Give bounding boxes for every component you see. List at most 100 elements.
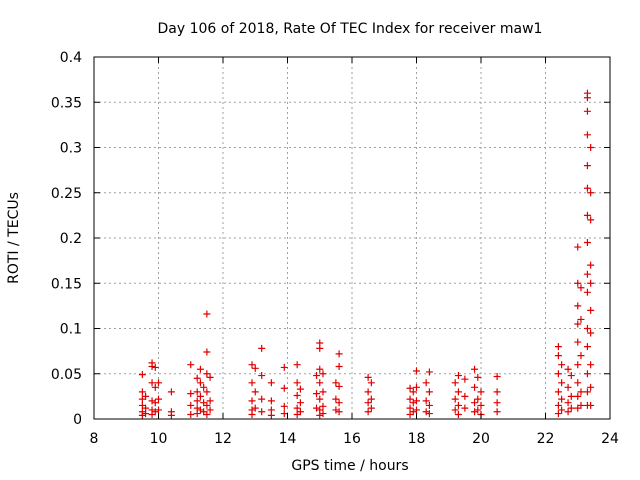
data-point	[155, 406, 162, 414]
data-point	[409, 399, 417, 407]
data-point	[406, 404, 414, 412]
data-point	[335, 408, 343, 416]
data-point	[493, 399, 501, 407]
data-point	[454, 372, 462, 380]
data-point	[251, 388, 259, 396]
data-point	[583, 94, 591, 102]
data-points	[138, 89, 595, 419]
data-point	[138, 388, 146, 396]
data-point	[409, 388, 417, 396]
data-point	[554, 410, 562, 418]
data-point	[206, 406, 214, 414]
data-point	[554, 388, 562, 396]
data-point	[413, 397, 420, 405]
data-point	[248, 410, 256, 418]
x-tick-label: 24	[601, 431, 619, 447]
y-tick-label: 0	[73, 412, 82, 428]
data-point	[280, 363, 288, 371]
data-point	[587, 216, 595, 224]
data-point	[583, 107, 591, 115]
data-point	[258, 372, 266, 380]
data-point	[293, 404, 301, 412]
data-point	[258, 408, 266, 416]
data-point	[296, 408, 304, 416]
data-point	[583, 211, 591, 219]
data-point	[316, 344, 324, 352]
data-point	[203, 410, 211, 418]
data-point	[558, 406, 566, 414]
x-tick-label: 18	[408, 431, 426, 447]
data-point	[583, 343, 591, 351]
data-point	[587, 329, 595, 337]
data-point	[203, 370, 211, 378]
data-point	[477, 388, 485, 396]
y-axis-title: ROTI / TECUs	[6, 192, 22, 284]
data-point	[471, 408, 479, 416]
data-point	[564, 383, 572, 391]
y-tick-label: 0.1	[60, 322, 82, 338]
data-point	[451, 395, 459, 403]
data-point	[422, 397, 430, 405]
data-point	[319, 402, 327, 410]
x-axis-tick-labels: 8 10 12 14 16 18 20 22 24	[90, 431, 619, 447]
data-point	[554, 401, 562, 409]
x-tick-label: 14	[279, 431, 297, 447]
data-point	[167, 411, 175, 419]
data-point	[151, 363, 159, 371]
data-point	[364, 388, 372, 396]
data-point	[587, 401, 595, 409]
data-point	[577, 284, 585, 292]
data-point	[280, 402, 288, 410]
data-point	[142, 392, 150, 400]
data-point	[583, 162, 591, 170]
data-point	[471, 365, 479, 373]
data-point	[583, 388, 591, 396]
data-point	[138, 411, 146, 419]
data-point	[280, 410, 288, 418]
data-point	[587, 144, 595, 151]
data-point	[193, 374, 201, 382]
data-point	[587, 261, 595, 269]
data-point	[280, 384, 288, 392]
data-point	[335, 399, 343, 407]
data-point	[187, 410, 195, 418]
data-point	[187, 361, 195, 369]
data-point	[196, 406, 204, 414]
data-point	[203, 310, 211, 318]
data-point	[583, 239, 591, 247]
data-point	[574, 279, 582, 287]
data-point	[367, 379, 375, 387]
y-tick-label: 0.25	[51, 186, 82, 202]
data-point	[454, 401, 462, 409]
data-point	[587, 279, 595, 287]
data-point	[293, 391, 301, 399]
data-point	[200, 383, 208, 391]
data-point	[296, 399, 304, 407]
y-axis-tick-labels: 0 0.05 0.1 0.15 0.2 0.25 0.3 0.35 0.4	[51, 50, 82, 428]
data-point	[574, 361, 582, 369]
data-point	[316, 395, 324, 403]
data-point	[425, 401, 433, 409]
data-point	[454, 388, 462, 396]
data-point	[413, 406, 420, 414]
data-point	[406, 384, 414, 392]
y-tick-label: 0.4	[60, 50, 82, 66]
x-axis-title: GPS time / hours	[291, 458, 408, 474]
x-tick-label: 20	[472, 431, 490, 447]
data-point	[196, 392, 204, 400]
data-point	[148, 363, 156, 371]
data-point	[196, 379, 204, 387]
data-point	[474, 406, 482, 414]
data-point	[577, 315, 585, 323]
data-point	[142, 410, 150, 418]
data-point	[587, 306, 595, 314]
data-point	[248, 361, 256, 369]
data-point	[577, 388, 585, 396]
data-point	[477, 401, 485, 409]
data-point	[335, 363, 343, 371]
data-point	[193, 410, 201, 418]
data-point	[167, 388, 175, 396]
data-point	[425, 368, 433, 376]
data-point	[293, 379, 301, 387]
